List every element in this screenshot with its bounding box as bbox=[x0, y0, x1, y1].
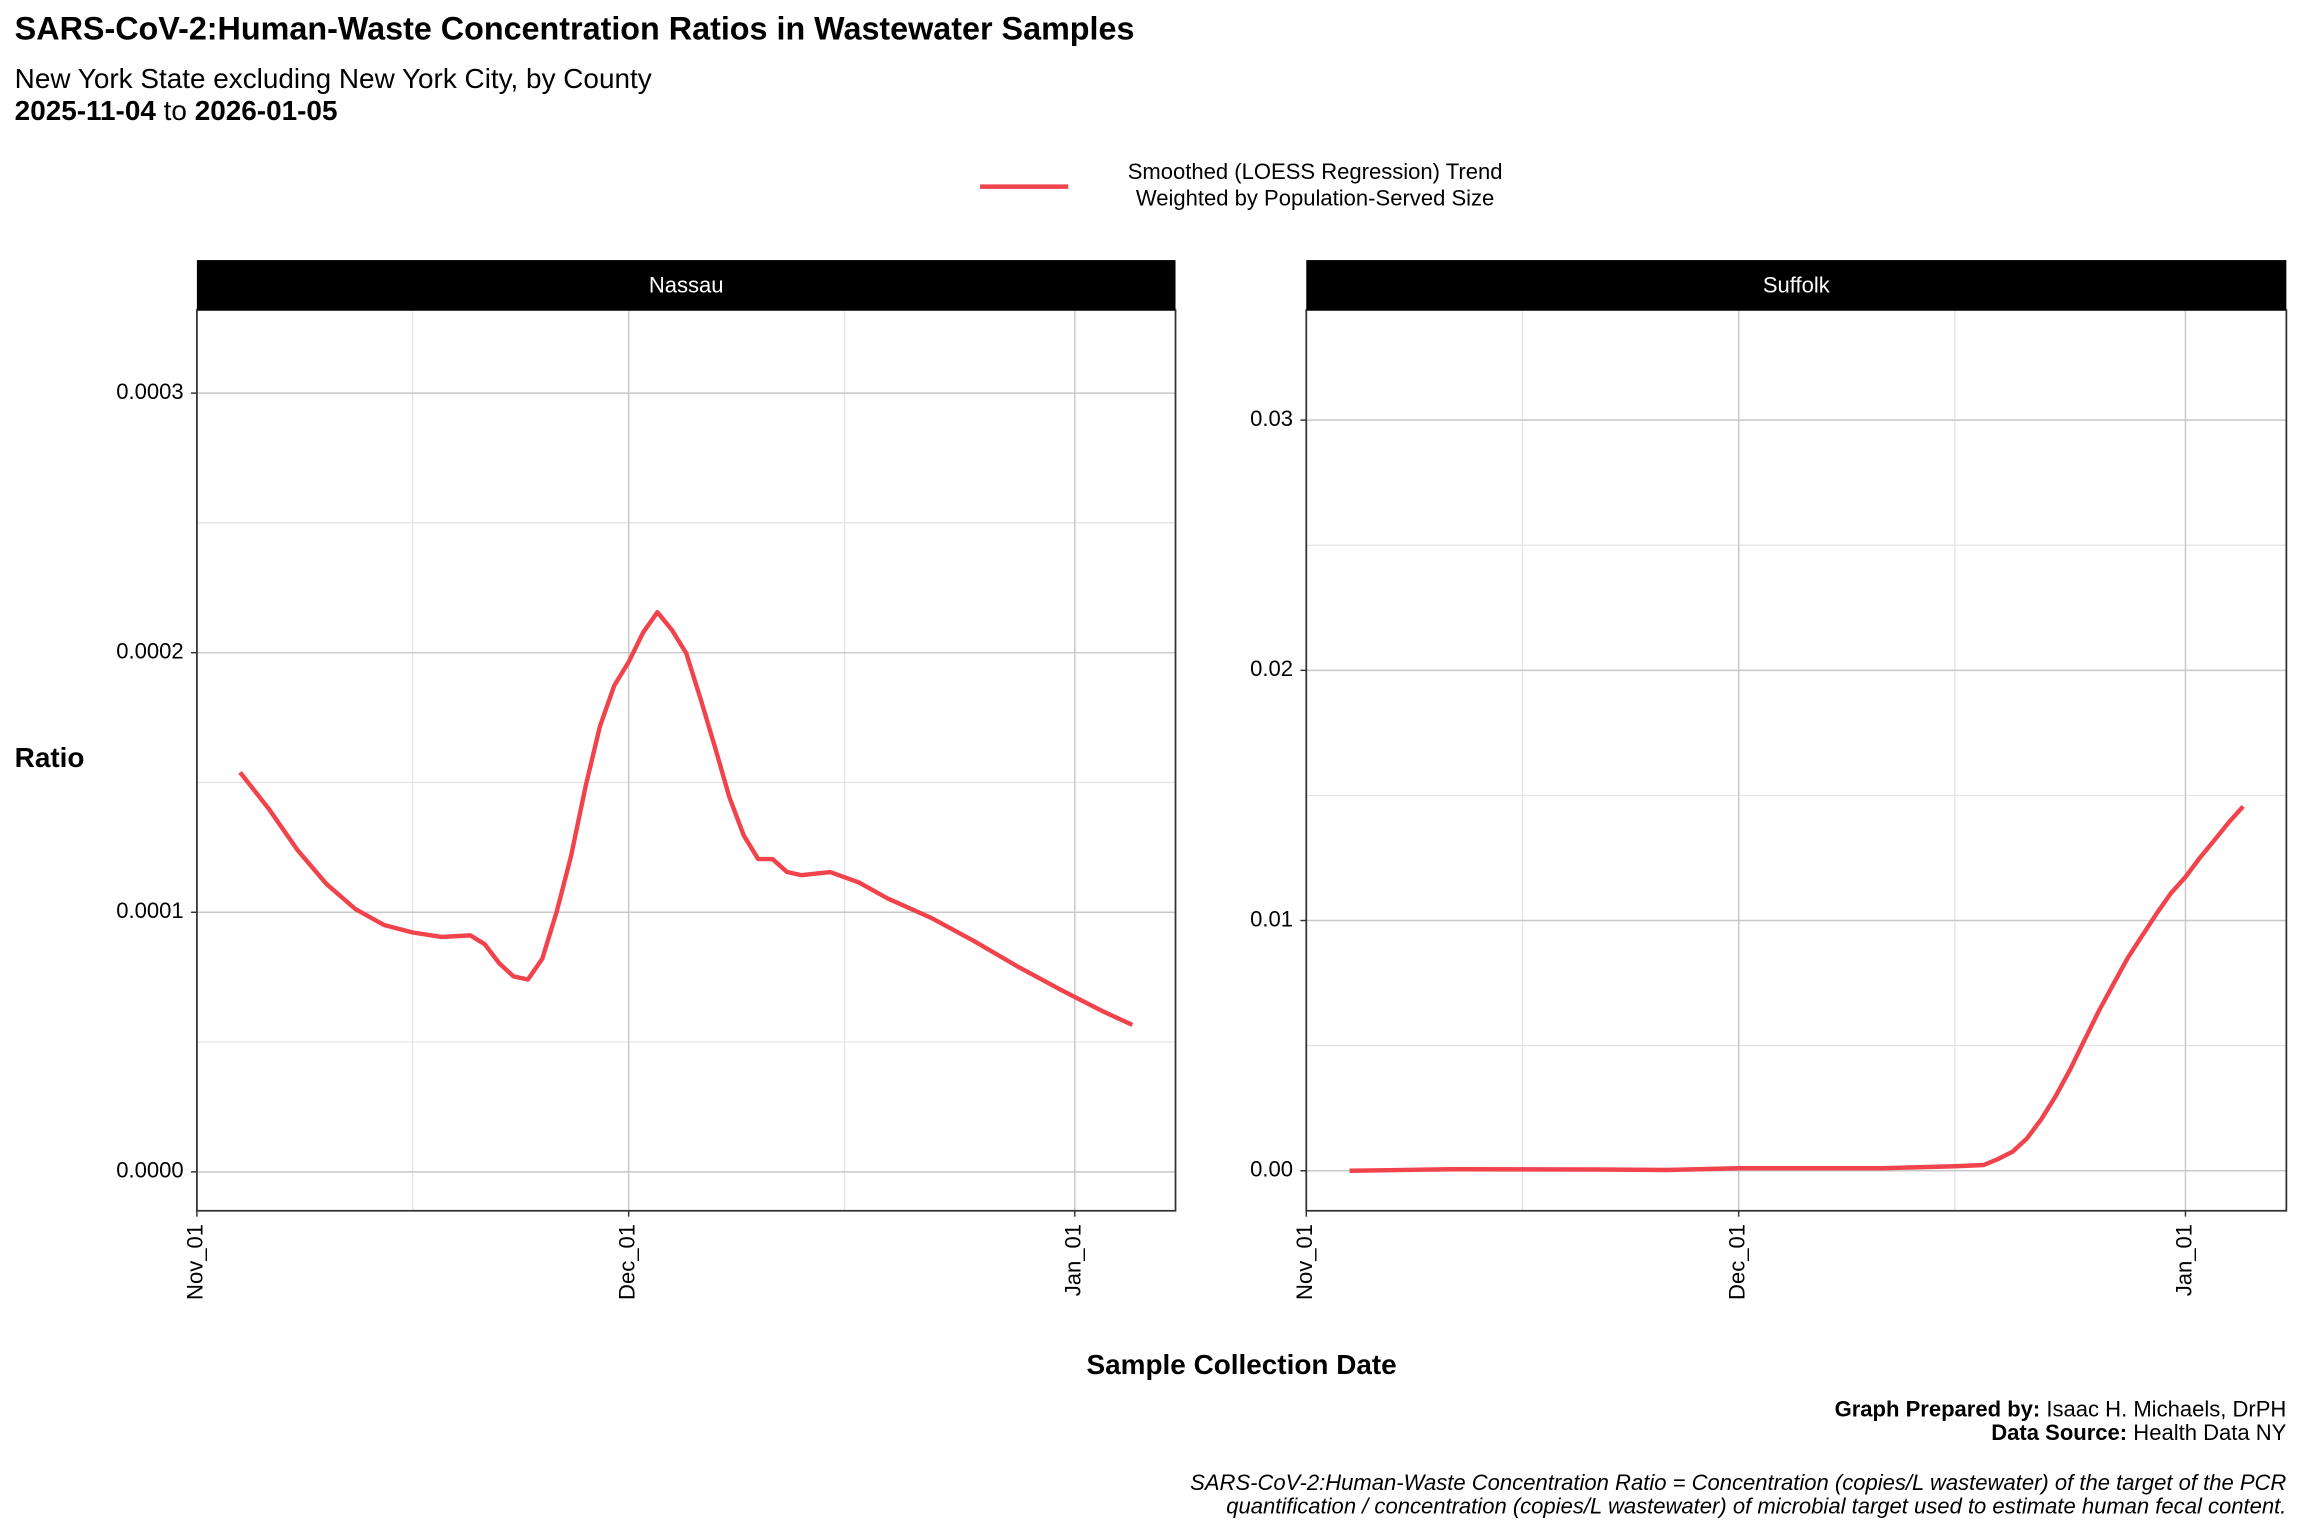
date-connector: to bbox=[164, 96, 187, 127]
trend-line bbox=[238, 609, 1134, 1027]
credit: Graph Prepared by: Isaac H. Michaels, Dr… bbox=[1835, 1396, 2287, 1421]
y-tick-label: 0.0001 bbox=[116, 898, 183, 923]
facet-title: Nassau bbox=[649, 272, 724, 297]
y-tick-label: 0.02 bbox=[1250, 656, 1293, 681]
x-axis-label: Sample Collection Date bbox=[1087, 1349, 1397, 1380]
panel-background bbox=[1306, 310, 2287, 1211]
x-tick-label: Dec_01 bbox=[1725, 1224, 1750, 1300]
x-tick-label: Dec_01 bbox=[614, 1224, 639, 1300]
legend-label: Smoothed (LOESS Regression) Trend bbox=[1128, 159, 1503, 184]
credit: Data Source: Health Data NY bbox=[1991, 1420, 2286, 1445]
credit-label: Data Source: bbox=[1991, 1420, 2127, 1445]
facet-title: Suffolk bbox=[1763, 272, 1831, 297]
trend-line bbox=[1349, 804, 2245, 1173]
y-tick-label: 0.00 bbox=[1250, 1157, 1293, 1182]
footnote: SARS-CoV-2:Human-Waste Concentration Rat… bbox=[1190, 1470, 2286, 1495]
footnote: quantification / concentration (copies/L… bbox=[1226, 1493, 2286, 1518]
chart-title: SARS-CoV-2:Human-Waste Concentration Rat… bbox=[15, 10, 1135, 46]
y-axis-label: Ratio bbox=[15, 742, 85, 773]
subtitle: New York State excluding New York City, … bbox=[15, 63, 652, 94]
credit-label: Graph Prepared by: bbox=[1835, 1396, 2041, 1421]
y-tick-label: 0.0000 bbox=[116, 1158, 183, 1183]
y-tick-label: 0.0002 bbox=[116, 639, 183, 664]
x-tick-label: Nov_01 bbox=[1292, 1224, 1317, 1300]
facet-strip bbox=[196, 260, 1176, 311]
date-start: 2025-11-04 bbox=[15, 96, 157, 127]
facet-strip bbox=[1306, 260, 2287, 311]
legend-label: Weighted by Population-Served Size bbox=[1136, 186, 1494, 211]
x-tick-label: Nov_01 bbox=[183, 1224, 208, 1300]
panel-background bbox=[196, 310, 1176, 1211]
date-end: 2026-01-05 bbox=[195, 96, 338, 127]
x-tick-label: Jan_01 bbox=[2171, 1224, 2196, 1296]
date-range: 2025-11-04 to 2026-01-05 bbox=[15, 96, 338, 127]
credit-text: Health Data NY bbox=[2133, 1420, 2286, 1445]
x-tick-label: Jan_01 bbox=[1061, 1224, 1086, 1296]
y-tick-label: 0.03 bbox=[1250, 406, 1293, 431]
y-tick-label: 0.0003 bbox=[116, 379, 183, 404]
credit-text: Isaac H. Michaels, DrPH bbox=[2046, 1396, 2286, 1421]
y-tick-label: 0.01 bbox=[1250, 906, 1293, 931]
